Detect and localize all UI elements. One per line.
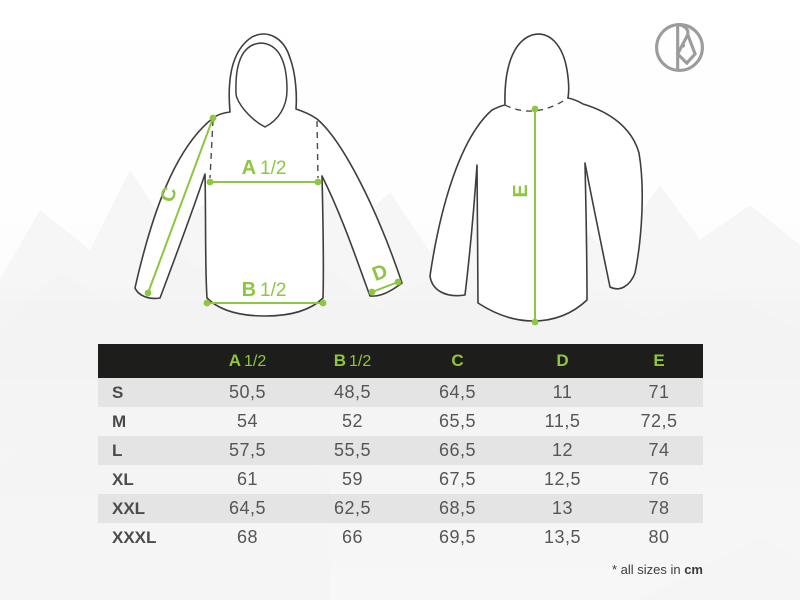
- table-row-xxxl: XXXL 68 66 69,5 13,5 80: [98, 523, 703, 552]
- value-b: 62,5: [333, 498, 372, 518]
- value-e: 76: [648, 469, 670, 489]
- hoodie-back-outline: [429, 33, 643, 322]
- collar-seam-line: [504, 97, 569, 112]
- header-col-c: C: [451, 351, 464, 370]
- value-d: 13: [551, 498, 574, 518]
- footnote-text: * all sizes in: [611, 562, 681, 577]
- value-e: 72,5: [640, 411, 678, 431]
- hoodie-front-outline: [134, 33, 403, 317]
- value-a: 57,5: [228, 440, 267, 460]
- table-row-s: S 50,5 48,5 64,5 11 71: [98, 378, 703, 407]
- table-row-xxl: XXL 64,5 62,5 68,5 13 78: [98, 494, 703, 523]
- measure-line-d: D: [368, 260, 402, 296]
- shoulder-guide-right: [316, 120, 319, 179]
- table-row-xl: XL 61 59 67,5 12,5 76: [98, 465, 703, 494]
- size-label: M: [112, 411, 127, 431]
- header-col-b: B 1/2: [333, 351, 372, 370]
- value-e: 71: [648, 382, 670, 402]
- svg-text:B1/2: B 1/2: [242, 279, 287, 301]
- value-b: 59: [341, 469, 364, 489]
- hoodie-back-diagram: E: [429, 33, 643, 326]
- header-col-a: A 1/2: [228, 351, 267, 370]
- value-c: 67,5: [438, 469, 477, 489]
- value-a: 61: [236, 469, 259, 489]
- value-d: 13,5: [543, 527, 582, 547]
- value-b: 55,5: [333, 440, 372, 460]
- value-c: 66,5: [438, 440, 477, 460]
- units-footnote: * all sizes in cm: [98, 562, 703, 577]
- value-d: 12,5: [543, 469, 582, 489]
- size-table: A 1/2 B 1/2 C D E S 50,5 48,5 64,5 11 71 M…: [98, 344, 703, 552]
- svg-text:C: C: [156, 184, 182, 205]
- svg-text:D: D: [369, 260, 390, 286]
- value-e: 74: [648, 440, 670, 460]
- value-a: 50,5: [228, 382, 267, 402]
- shoulder-guide-left: [209, 119, 214, 179]
- value-d: 12: [551, 440, 574, 460]
- value-b: 48,5: [333, 382, 372, 402]
- header-col-e: E: [653, 351, 665, 370]
- measure-line-c: C: [144, 114, 217, 297]
- value-b: 66: [341, 527, 364, 547]
- header-col-d: D: [556, 351, 569, 370]
- measure-line-b: B 1/2: [203, 279, 327, 307]
- hood-opening-line: [235, 42, 288, 128]
- measure-line-e: E: [510, 105, 539, 326]
- footnote-unit: cm: [684, 562, 703, 577]
- table-row-l: L 57,5 55,5 66,5 12 74: [98, 436, 703, 465]
- svg-text:E: E: [510, 184, 532, 197]
- brand-logo-icon: [655, 23, 704, 72]
- size-label: XXL: [112, 498, 146, 518]
- value-a: 54: [236, 411, 259, 431]
- value-a: 68: [236, 527, 259, 547]
- value-e: 80: [648, 527, 670, 547]
- value-c: 64,5: [438, 382, 477, 402]
- value-d: 11: [552, 382, 573, 402]
- size-label: XL: [112, 469, 134, 489]
- size-table-header: A 1/2 B 1/2 C D E: [98, 344, 703, 378]
- hoodie-front-diagram: A 1/2 B 1/2 C D: [134, 33, 403, 317]
- value-c: 69,5: [438, 527, 477, 547]
- svg-text:A1/2: A 1/2: [242, 157, 287, 179]
- value-c: 65,5: [438, 411, 477, 431]
- size-label: L: [112, 440, 123, 460]
- value-a: 64,5: [228, 498, 267, 518]
- value-d: 11,5: [544, 411, 581, 431]
- measure-line-a: A 1/2: [206, 157, 322, 186]
- table-row-m: M 54 52 65,5 11,5 72,5: [98, 407, 703, 436]
- value-b: 52: [341, 411, 364, 431]
- value-c: 68,5: [438, 498, 477, 518]
- value-e: 78: [648, 498, 670, 518]
- size-label: S: [112, 382, 124, 402]
- size-label: XXXL: [112, 527, 157, 547]
